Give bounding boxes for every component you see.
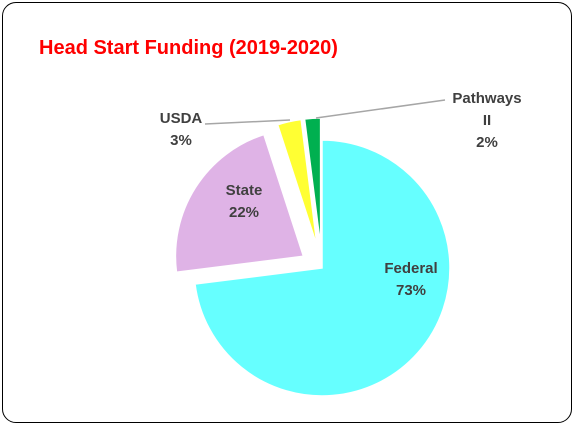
- slice-value-label: 3%: [170, 132, 192, 149]
- slice-value-label: 22%: [228, 204, 260, 221]
- chart-title: Head Start Funding (2019-2020): [39, 37, 338, 59]
- slice-value-label: 73%: [395, 282, 427, 299]
- slice-label: State: [225, 182, 263, 199]
- leader-line: [204, 119, 291, 125]
- slice-label: USDA: [159, 110, 203, 127]
- pie-slice: [276, 118, 318, 247]
- leader-line: [315, 99, 446, 119]
- pie-slice: [194, 139, 451, 397]
- slice-label: Pathways II: [452, 90, 522, 129]
- slice-label: Federal: [384, 260, 438, 277]
- slice-value-label: 2%: [476, 134, 498, 151]
- pie-slice: [174, 133, 305, 274]
- chart-frame: Head Start Funding (2019-2020): [2, 2, 572, 423]
